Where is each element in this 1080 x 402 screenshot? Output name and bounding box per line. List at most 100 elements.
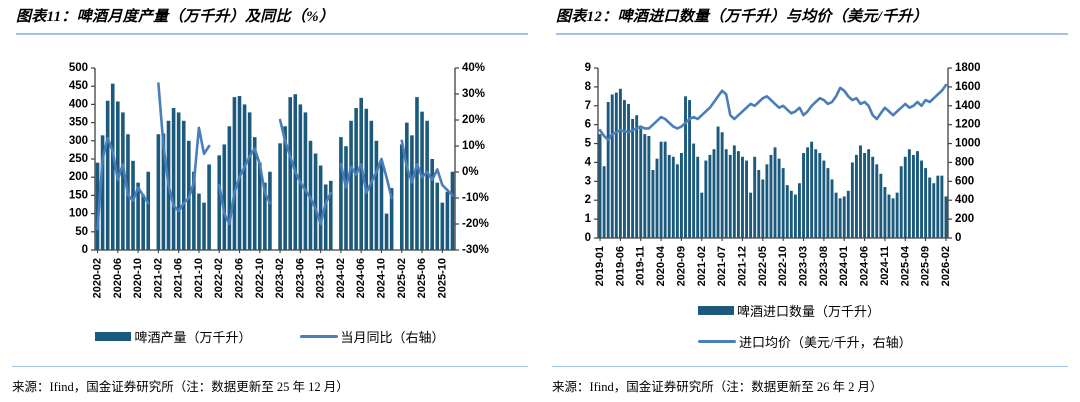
svg-text:0: 0 [955,232,961,244]
figure-title: 图表11：啤酒月度产量（万千升）及同比（%） [16,5,528,35]
svg-text:350: 350 [69,117,88,129]
line-swatch-icon [698,340,736,343]
line-swatch-icon [299,335,338,338]
y-axis-right: 0 200 400 600 800 1000 1200 1400 1600 1800 [948,62,981,244]
svg-text:400: 400 [955,194,974,206]
svg-text:300: 300 [69,135,88,147]
svg-text:10%: 10% [462,140,485,152]
svg-text:2024-11: 2024-11 [879,246,891,286]
svg-text:500: 500 [69,62,88,74]
svg-text:6: 6 [585,119,591,131]
svg-text:0: 0 [82,244,88,256]
svg-text:2022-10: 2022-10 [254,258,266,298]
svg-text:2020-06: 2020-06 [112,258,124,298]
svg-text:1600: 1600 [955,81,981,93]
legend-item-production: 啤酒产量（万千升） [95,327,252,346]
svg-text:50: 50 [75,226,88,238]
x-axis: 2020-02 2020-06 2020-10 2021-02 2021-06 2021-… [92,250,448,298]
svg-text:1000: 1000 [955,138,981,150]
svg-text:-10%: -10% [462,192,489,204]
y-axis-right: -30% -20% -10% 0% 10% 20% 30% 40% [455,62,489,256]
svg-text:2021-07: 2021-07 [716,246,728,286]
svg-text:20%: 20% [462,114,485,126]
svg-text:8: 8 [585,81,592,93]
svg-text:0%: 0% [462,166,479,178]
imports-price-chart: 0 1 2 3 4 5 6 7 8 9 0 200 400 600 800 1000 1200 1400 1600 1… [585,62,981,286]
svg-text:30%: 30% [462,88,485,100]
svg-text:2021-10: 2021-10 [193,258,205,298]
svg-text:1400: 1400 [955,100,981,112]
svg-text:1800: 1800 [955,62,981,74]
svg-text:2021-02: 2021-02 [152,258,164,298]
svg-text:2024-06: 2024-06 [859,246,871,286]
bar-swatch-icon [95,332,132,341]
axes [597,68,949,239]
chart-legend: 啤酒产量（万千升） 当月同比（右轴） [0,327,540,346]
svg-text:2024-02: 2024-02 [335,258,347,298]
bar-series [95,83,455,251]
legend-label: 当月同比（右轴） [340,330,445,345]
figure-beer-imports: 图表12：啤酒进口数量（万千升）与均价（美元/千升） 0 1 2 3 4 5 6 7 8 9 0 20… [540,0,1080,402]
svg-text:2024-01: 2024-01 [838,246,850,286]
y-axis-left: 0 1 2 3 4 5 6 7 8 9 [585,62,598,244]
svg-text:2020-04: 2020-04 [655,245,667,286]
svg-text:2020-10: 2020-10 [132,258,144,298]
svg-text:2024-06: 2024-06 [355,258,367,298]
svg-text:2019-01: 2019-01 [594,246,606,286]
legend-label: 啤酒进口数量（万千升） [737,304,881,319]
svg-text:2025-09: 2025-09 [920,246,932,286]
svg-text:2023-08: 2023-08 [818,246,830,286]
legend-item-import-volume: 啤酒进口数量（万千升） [698,301,880,320]
svg-text:0: 0 [585,232,591,244]
svg-text:2022-02: 2022-02 [213,258,225,298]
svg-text:7: 7 [585,100,591,112]
svg-text:2025-10: 2025-10 [436,258,448,298]
svg-text:450: 450 [69,80,88,92]
bar-swatch-icon [698,306,734,315]
svg-text:400: 400 [69,98,88,110]
svg-text:200: 200 [955,213,974,225]
figure-beer-production: 图表11：啤酒月度产量（万千升）及同比（%） 0 50 100 150 200 250 30… [0,5,540,395]
svg-text:600: 600 [955,175,974,187]
svg-text:2023-06: 2023-06 [294,258,306,298]
svg-text:40%: 40% [462,62,485,74]
svg-text:5: 5 [585,138,592,150]
svg-text:3: 3 [585,175,591,187]
svg-text:2023-10: 2023-10 [315,258,327,298]
svg-text:2022-10: 2022-10 [777,246,789,286]
legend-item-import-price: 进口均价（美元/千升，右轴） [698,332,912,351]
svg-text:2025-04: 2025-04 [899,245,911,286]
svg-text:2025-02: 2025-02 [396,258,408,298]
svg-text:2021-02: 2021-02 [696,246,708,286]
svg-text:2: 2 [585,194,591,206]
line-series [598,83,948,142]
svg-text:-30%: -30% [462,244,489,256]
svg-text:2022-06: 2022-06 [234,258,246,298]
legend-item-yoy: 当月同比（右轴） [299,327,445,346]
svg-text:100: 100 [69,208,88,220]
svg-text:2020-09: 2020-09 [675,246,687,286]
legend-label: 啤酒产量（万千升） [134,330,252,345]
svg-text:2023-03: 2023-03 [798,246,810,286]
legend-label: 进口均价（美元/千升，右轴） [739,335,912,350]
svg-text:2022-05: 2022-05 [757,246,769,286]
svg-text:200: 200 [69,171,88,183]
svg-text:2019-06: 2019-06 [614,246,626,286]
svg-text:1200: 1200 [955,119,981,131]
svg-text:2023-02: 2023-02 [274,258,286,298]
source-note: 来源：Ifind，国金证券研究所（注：数据更新至 26 年 2 月） [552,366,1068,395]
svg-text:150: 150 [69,189,88,201]
svg-text:-20%: -20% [462,218,489,230]
y-axis-left: 0 50 100 150 200 250 300 350 400 450 500 [69,62,95,256]
svg-text:2020-02: 2020-02 [92,258,104,298]
source-note: 来源：Ifind，国金证券研究所（注：数据更新至 25 年 12 月） [12,366,528,395]
svg-text:2021-12: 2021-12 [736,246,748,286]
svg-text:250: 250 [69,153,88,165]
production-yoy-chart: 0 50 100 150 200 250 300 350 400 450 500 -30% -20% -1… [69,62,489,298]
chart-legend: 啤酒进口数量（万千升） 进口均价（美元/千升，右轴） [698,301,912,351]
svg-text:9: 9 [585,62,591,74]
svg-text:2026-02: 2026-02 [940,246,952,286]
svg-text:2024-10: 2024-10 [375,258,387,298]
svg-text:800: 800 [955,156,974,168]
svg-text:1: 1 [585,213,592,225]
